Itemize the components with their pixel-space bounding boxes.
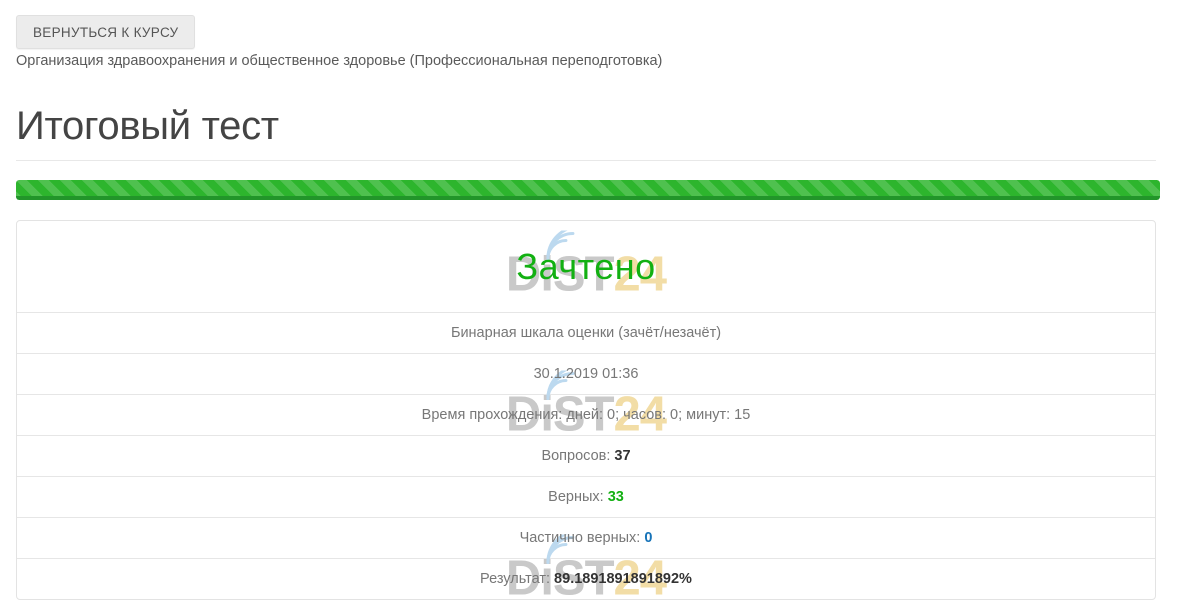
result-row-partial-count: Частично верных: 0 bbox=[17, 517, 1155, 558]
quiz-progress-bar bbox=[16, 180, 1160, 200]
result-row-score-percent: DiST24 Результат: 89.1891891891892% bbox=[17, 534, 1155, 599]
finished-at-label: 30.1.2019 01:36 bbox=[533, 366, 639, 382]
title-divider bbox=[16, 160, 1156, 161]
partial-count-value: 0 bbox=[640, 530, 653, 546]
result-card: DiST24 Зачтено Бинарная шкала оценки (зачё… bbox=[16, 220, 1156, 600]
result-row-finished-at: 30.1.2019 01:36 bbox=[17, 353, 1155, 394]
score-percent-value: 89.1891891891892% bbox=[550, 571, 692, 587]
back-to-course-button[interactable]: ВЕРНУТЬСЯ К КУРСУ bbox=[16, 15, 196, 49]
course-name-label: Организация здравоохранения и общественн… bbox=[16, 53, 663, 69]
result-row-questions-total: Вопросов: 37 bbox=[17, 435, 1155, 476]
result-row-grading-scale: Бинарная шкала оценки (зачёт/незачёт) bbox=[17, 312, 1155, 353]
result-row-elapsed-time: DiST24 Время прохождения: дней: 0; часов:… bbox=[17, 370, 1155, 439]
elapsed-time-label: Время прохождения: дней: 0; часов: 0; ми… bbox=[421, 407, 751, 423]
score-percent-label: Результат: bbox=[480, 571, 551, 587]
verdict-text: Зачтено bbox=[516, 245, 656, 287]
questions-total-label: Вопросов: bbox=[541, 448, 611, 464]
page-title: Итоговый тест bbox=[16, 104, 279, 148]
correct-count-label: Верных: bbox=[548, 489, 604, 505]
questions-total-value: 37 bbox=[610, 448, 631, 464]
verdict-row: DiST24 Зачтено bbox=[17, 221, 1155, 312]
quiz-progress-fill bbox=[16, 180, 1160, 200]
partial-count-label: Частично верных: bbox=[519, 530, 641, 546]
correct-count-value: 33 bbox=[603, 489, 624, 505]
result-row-correct-count: Верных: 33 bbox=[17, 476, 1155, 517]
grading-scale-label: Бинарная шкала оценки (зачёт/незачёт) bbox=[450, 325, 722, 341]
